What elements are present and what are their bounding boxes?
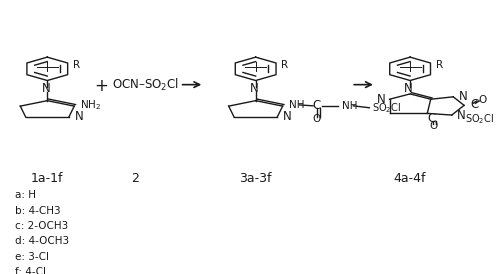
Text: OCN–SO$_2$Cl: OCN–SO$_2$Cl: [112, 77, 179, 93]
Text: R: R: [436, 60, 442, 70]
Text: NH: NH: [288, 100, 304, 110]
Text: O: O: [479, 95, 487, 105]
Text: N: N: [456, 109, 466, 122]
Text: 3a-3f: 3a-3f: [240, 172, 272, 185]
Text: 4a-4f: 4a-4f: [394, 172, 426, 185]
Text: SO$_2$Cl: SO$_2$Cl: [372, 101, 401, 115]
Text: SO$_2$Cl: SO$_2$Cl: [464, 112, 494, 126]
Text: O: O: [313, 114, 321, 124]
Text: C: C: [427, 112, 436, 125]
Text: NH: NH: [342, 101, 358, 111]
Text: N: N: [459, 90, 468, 102]
Text: N: N: [404, 82, 413, 95]
Text: N: N: [42, 82, 50, 95]
Text: 2: 2: [132, 172, 140, 185]
Text: d: 4-OCH3: d: 4-OCH3: [16, 236, 70, 246]
Text: a: H: a: H: [16, 190, 36, 200]
Text: C: C: [470, 98, 478, 111]
Text: R: R: [73, 60, 80, 70]
Text: R: R: [281, 60, 288, 70]
Text: NH$_2$: NH$_2$: [80, 98, 102, 112]
Text: 1a-1f: 1a-1f: [31, 172, 64, 185]
Text: O: O: [429, 121, 438, 131]
Text: +: +: [94, 77, 108, 95]
Text: N: N: [283, 110, 292, 123]
Text: N: N: [378, 93, 386, 106]
Text: c: 2-OCH3: c: 2-OCH3: [16, 221, 68, 231]
Text: f: 4-Cl: f: 4-Cl: [16, 267, 46, 274]
Text: N: N: [74, 110, 84, 123]
Text: N: N: [250, 82, 258, 95]
Text: C: C: [313, 99, 321, 112]
Text: b: 4-CH3: b: 4-CH3: [16, 206, 61, 216]
Text: e: 3-Cl: e: 3-Cl: [16, 252, 50, 262]
